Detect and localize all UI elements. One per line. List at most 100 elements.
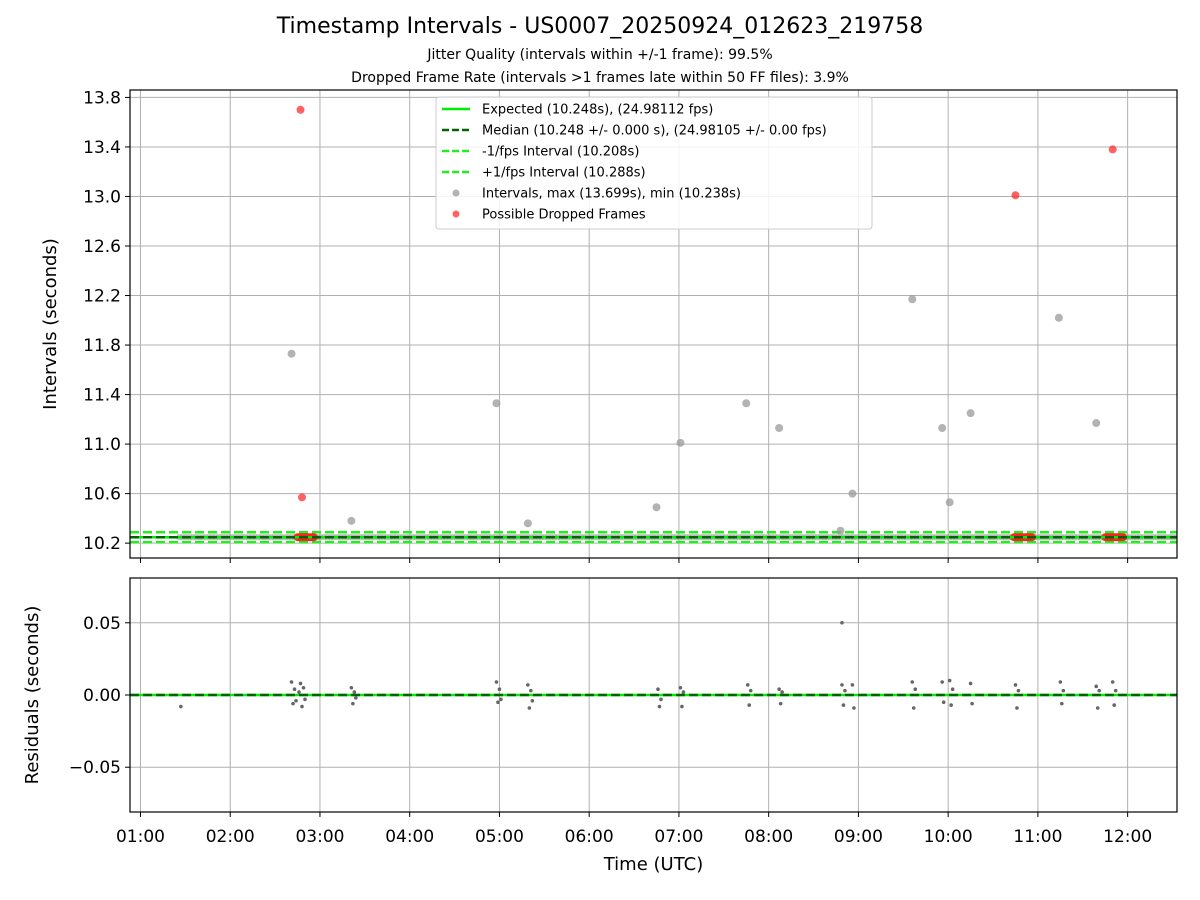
interval-point — [775, 424, 784, 432]
residual-point — [530, 698, 535, 703]
residual-point — [913, 687, 918, 692]
x-tick-label: 03:00 — [295, 827, 344, 847]
x-tick-label: 06:00 — [565, 827, 614, 847]
residual-point — [947, 678, 952, 683]
dropped-frame-rate-subtitle: Dropped Frame Rate (intervals >1 frames … — [351, 70, 849, 86]
x-tick-label: 09:00 — [834, 827, 883, 847]
legend-label: +1/fps Interval (10.288s) — [482, 166, 646, 181]
residual-point — [497, 687, 502, 692]
residual-point — [1016, 688, 1021, 693]
top-y-axis-label: Intervals (seconds) — [40, 238, 61, 410]
residual-point — [841, 703, 846, 707]
residual-point — [349, 685, 354, 690]
residual-point — [910, 680, 915, 684]
interval-point — [492, 399, 501, 408]
top-y-tick-label: 12.2 — [83, 287, 121, 307]
bottom-y-axis-label: Residuals (seconds) — [22, 606, 43, 785]
residual-point — [1112, 703, 1116, 707]
interval-point — [945, 498, 954, 507]
bottom-panel-frame — [129, 577, 1178, 813]
bottom-y-tick-label: 0.05 — [83, 614, 121, 634]
residual-point — [298, 681, 303, 686]
residual-point — [968, 681, 973, 686]
residual-point — [494, 680, 499, 684]
legend-label: Expected (10.248s), (24.98112 fps) — [482, 103, 713, 118]
x-tick-label: 08:00 — [744, 827, 793, 847]
residual-point — [970, 701, 974, 706]
x-tick-label: 11:00 — [1013, 827, 1062, 847]
residual-point — [747, 703, 752, 707]
x-tick-label: 01:00 — [116, 827, 165, 847]
residual-point — [1015, 706, 1019, 710]
residual-point — [1058, 680, 1063, 684]
interval-point — [1054, 313, 1063, 322]
x-axis-label: Time (UTC) — [603, 854, 704, 875]
residual-point — [1110, 680, 1115, 684]
dropped-frame-point — [1108, 145, 1117, 154]
top-y-tick-label: 11.4 — [83, 386, 121, 406]
legend-dot-swatch — [452, 210, 460, 218]
legend-label: Median (10.248 +/- 0.000 s), (24.98105 +… — [482, 124, 827, 139]
top-y-tick-label: 10.2 — [83, 534, 121, 554]
residual-point — [526, 683, 530, 687]
legend-label: Intervals, max (13.699s), min (10.238s) — [482, 187, 741, 202]
residual-point — [949, 703, 953, 707]
residual-point — [303, 697, 307, 702]
residual-point — [1094, 684, 1099, 689]
residual-point — [843, 688, 847, 693]
residual-point — [778, 701, 783, 706]
residual-point — [950, 687, 955, 692]
residual-point — [1013, 683, 1018, 687]
residual-point — [1060, 701, 1064, 706]
chart-title: Timestamp Intervals - US0007_20250924_01… — [276, 14, 924, 39]
residual-point — [354, 696, 358, 700]
interval-point — [652, 503, 661, 512]
residual-point — [840, 620, 844, 625]
residual-point — [496, 700, 500, 705]
residual-point — [297, 690, 301, 694]
top-y-tick-label: 13.4 — [83, 138, 121, 158]
interval-point — [287, 349, 296, 358]
residual-point — [529, 688, 533, 693]
interval-point — [966, 409, 975, 418]
residual-point — [1095, 706, 1100, 710]
x-tick-label: 12:00 — [1103, 827, 1152, 847]
x-tick-label: 02:00 — [206, 827, 255, 847]
residual-point — [941, 700, 946, 705]
jitter-quality-subtitle: Jitter Quality (intervals within +/-1 fr… — [427, 47, 773, 63]
interval-point — [347, 516, 356, 525]
residual-point — [289, 680, 294, 684]
residual-point — [840, 683, 844, 687]
residual-point — [777, 687, 781, 692]
top-y-tick-label: 10.6 — [83, 485, 121, 505]
residual-point — [680, 704, 684, 709]
residual-point — [681, 690, 686, 694]
residual-point — [351, 701, 355, 706]
legend-label: Possible Dropped Frames — [482, 208, 646, 223]
interval-point — [1092, 419, 1101, 428]
residual-point — [940, 680, 944, 684]
residual-point — [179, 704, 183, 709]
residual-point — [499, 697, 503, 702]
top-y-tick-label: 12.6 — [83, 237, 121, 257]
interval-point — [848, 489, 857, 498]
residual-point — [1113, 688, 1118, 693]
top-y-tick-label: 11.8 — [83, 336, 121, 356]
residual-point — [678, 685, 683, 690]
residual-point — [748, 688, 753, 693]
legend-label: -1/fps Interval (10.208s) — [482, 145, 639, 160]
interval-point — [836, 526, 845, 535]
x-tick-label: 05:00 — [475, 827, 524, 847]
residual-point — [852, 706, 856, 710]
residual-point — [300, 704, 304, 709]
x-tick-label: 07:00 — [654, 827, 703, 847]
legend: Expected (10.248s), (24.98112 fps) Median… — [435, 96, 873, 230]
residual-point — [659, 697, 663, 702]
bottom-y-tick-label: −0.05 — [69, 758, 121, 778]
residual-point — [1061, 688, 1066, 693]
top-panel-frame — [129, 89, 1178, 559]
legend-box — [435, 96, 873, 230]
interval-point — [742, 399, 751, 408]
